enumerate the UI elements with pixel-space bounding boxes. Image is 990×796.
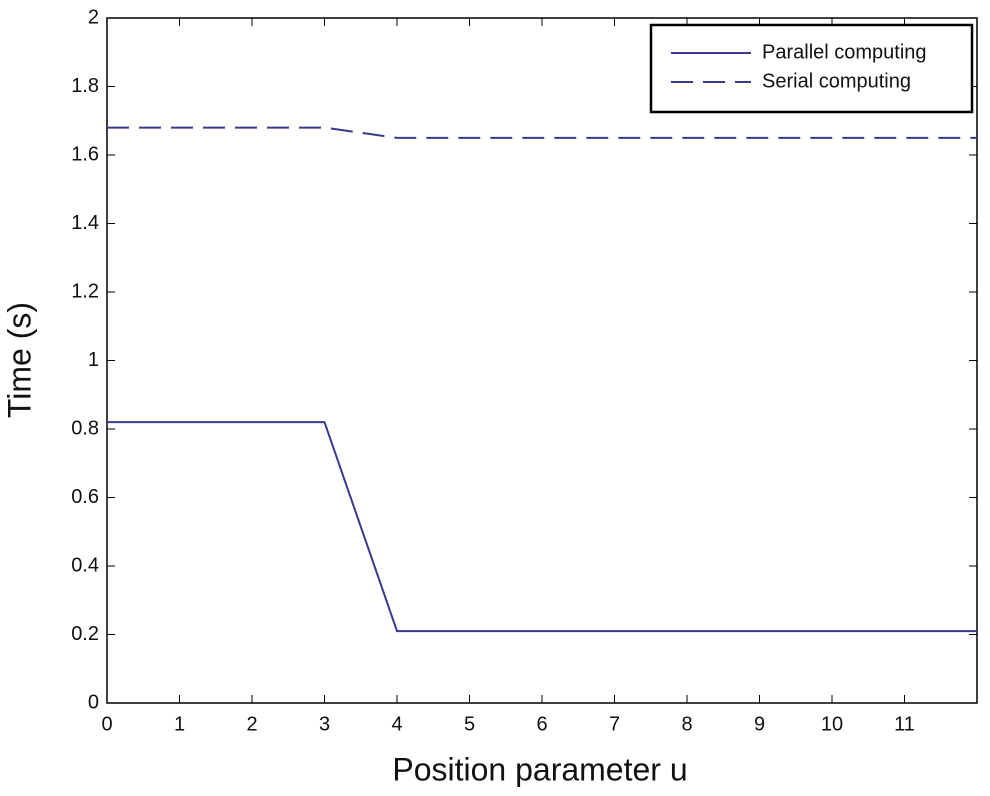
x-tick-label: 9 (754, 713, 765, 735)
line (107, 421, 977, 633)
x-tick-label: 0 (101, 713, 112, 735)
x-tick-label: 2 (246, 713, 257, 735)
y-tick-label: 1.8 (71, 75, 99, 97)
x-tick-label: 1 (174, 713, 185, 735)
x-tick-label: 7 (609, 713, 620, 735)
y-tick-label: 0.6 (71, 486, 99, 508)
x-tick-label: 3 (319, 713, 330, 735)
x-tick-label: 8 (681, 713, 692, 735)
x-tick-label: 4 (391, 713, 402, 735)
y-tick-label: 0.4 (71, 554, 99, 576)
y-tick-label: 1.6 (71, 143, 99, 165)
line (107, 126, 977, 139)
plot-frame (106, 17, 978, 704)
y-axis-label: Time (s) (1, 302, 37, 418)
y-tick-label: 1.2 (71, 280, 99, 302)
legend-label: Serial computing (762, 70, 911, 92)
y-tick-label: 0.8 (71, 417, 99, 439)
y-tick-label: 2 (88, 6, 99, 28)
x-tick-label: 5 (464, 713, 475, 735)
x-tick-label: 10 (821, 713, 843, 735)
legend-label: Parallel computing (762, 41, 927, 63)
x-tick-label: 6 (536, 713, 547, 735)
legend-box (649, 23, 974, 114)
y-tick-label: 1 (88, 349, 99, 371)
x-axis-label: Position parameter u (392, 751, 687, 787)
x-tick-label: 11 (894, 713, 915, 735)
y-tick-label: 1.4 (71, 212, 99, 234)
y-tick-label: 0.2 (71, 623, 99, 645)
y-tick-label: 0 (88, 691, 99, 713)
